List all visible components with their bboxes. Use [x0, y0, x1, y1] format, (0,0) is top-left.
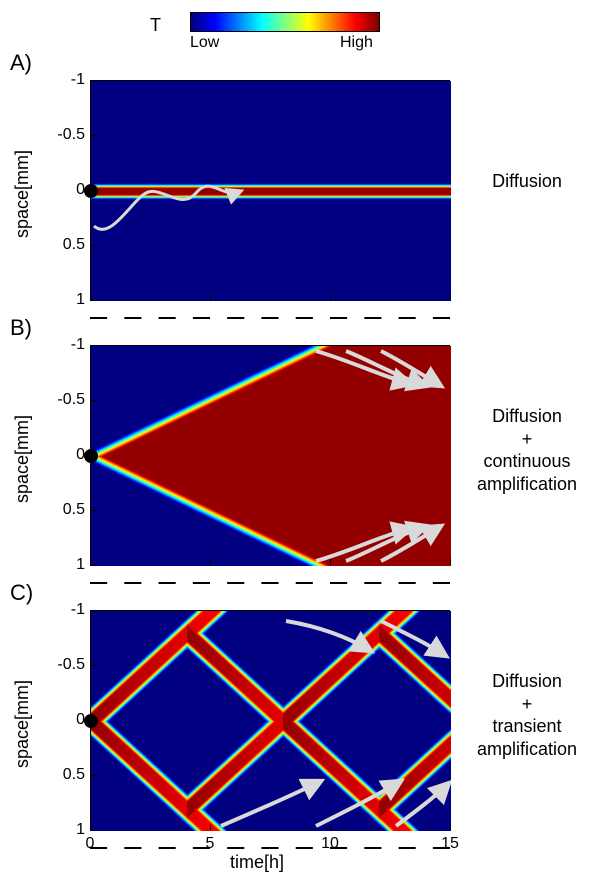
ytick-label: -0.5	[35, 126, 85, 144]
ytick-mark	[90, 455, 96, 456]
panel-caption: Diffusion	[462, 170, 592, 193]
xtick-mark	[330, 824, 331, 830]
xtick-label: 5	[195, 835, 225, 853]
ytick-mark	[90, 775, 96, 776]
source-dot	[84, 449, 98, 463]
ytick-mark	[90, 665, 96, 666]
ytick-label: -0.5	[35, 656, 85, 674]
xtick-mark	[90, 294, 91, 300]
ytick-mark	[90, 190, 96, 191]
xtick-mark	[210, 294, 211, 300]
panel-B: B) -1-0.500.51space[mm]Diffusion+continu…	[0, 325, 600, 605]
ytick-label: 0.5	[35, 236, 85, 254]
ytick-mark	[90, 610, 96, 611]
ytick-label: 0.5	[35, 501, 85, 519]
xtick-mark	[330, 294, 331, 300]
ytick-label: 0.5	[35, 766, 85, 784]
plot-area	[90, 610, 450, 830]
xtick-mark	[210, 824, 211, 830]
ytick-label: 0	[35, 711, 85, 729]
xtick-mark	[450, 559, 451, 565]
panel-caption: Diffusion+transientamplification	[462, 670, 592, 760]
ytick-mark	[90, 245, 96, 246]
x-axis-label: time[h]	[230, 852, 284, 873]
ytick-mark	[90, 300, 96, 301]
y-axis-label: space[mm]	[12, 150, 33, 238]
panel-label: B)	[10, 315, 32, 341]
boundary-dash-top	[90, 600, 450, 602]
boundary-dash-bottom	[90, 306, 450, 308]
boundary-dash-top	[90, 335, 450, 337]
xtick-mark	[90, 824, 91, 830]
y-axis-label: space[mm]	[12, 680, 33, 768]
ytick-mark	[90, 565, 96, 566]
panel-label: A)	[10, 50, 32, 76]
ytick-label: -0.5	[35, 391, 85, 409]
ytick-label: 1	[35, 556, 85, 574]
ytick-mark	[90, 345, 96, 346]
boundary-dash-bottom	[90, 836, 450, 838]
panel-C: C) -1-0.500.51space[mm]051015time[h]Diff…	[0, 590, 600, 870]
ytick-label: 0	[35, 446, 85, 464]
ytick-label: -1	[35, 71, 85, 89]
y-axis-label: space[mm]	[12, 415, 33, 503]
ytick-mark	[90, 135, 96, 136]
ytick-label: 1	[35, 291, 85, 309]
ytick-mark	[90, 80, 96, 81]
panel-caption: Diffusion+continuousamplification	[462, 405, 592, 495]
panel-label: C)	[10, 580, 33, 606]
xtick-label: 10	[315, 835, 345, 853]
xtick-label: 15	[435, 835, 465, 853]
ytick-mark	[90, 830, 96, 831]
ytick-mark	[90, 400, 96, 401]
ytick-label: -1	[35, 336, 85, 354]
ytick-label: 0	[35, 181, 85, 199]
colorbar-title: T	[150, 15, 161, 36]
xtick-mark	[450, 824, 451, 830]
colorbar-gradient	[190, 12, 380, 32]
ytick-mark	[90, 510, 96, 511]
xtick-mark	[90, 559, 91, 565]
plot-area	[90, 80, 450, 300]
ytick-label: -1	[35, 601, 85, 619]
boundary-dash-bottom	[90, 571, 450, 573]
colorbar-high-label: High	[340, 34, 373, 52]
xtick-mark	[210, 559, 211, 565]
ytick-mark	[90, 720, 96, 721]
panel-A: A) -1-0.500.51space[mm]Diffusion	[0, 60, 600, 340]
source-dot	[84, 184, 98, 198]
plot-area	[90, 345, 450, 565]
boundary-dash-top	[90, 70, 450, 72]
colorbar: T Low High	[170, 10, 400, 55]
source-dot	[84, 714, 98, 728]
xtick-mark	[450, 294, 451, 300]
xtick-mark	[330, 559, 331, 565]
colorbar-low-label: Low	[190, 34, 219, 52]
xtick-label: 0	[75, 835, 105, 853]
